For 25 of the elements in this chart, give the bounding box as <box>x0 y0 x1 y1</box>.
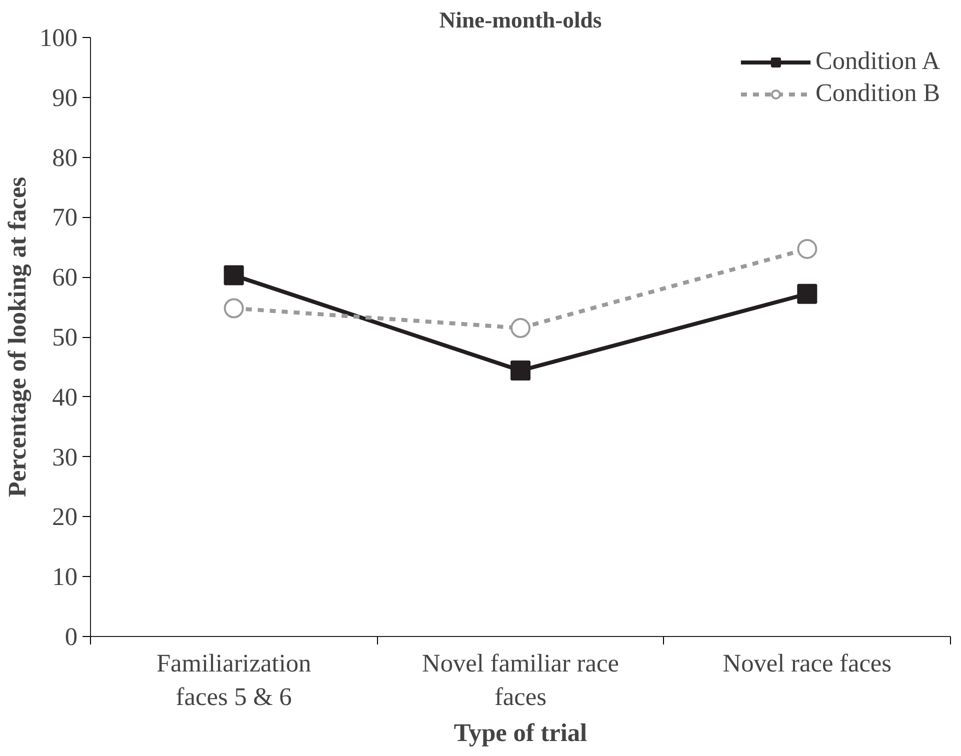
point <box>510 318 530 338</box>
y-tick-label: 20 <box>52 503 78 532</box>
point <box>510 360 530 381</box>
y-tick-label: 40 <box>52 383 78 412</box>
y-tick-label: 100 <box>40 24 78 52</box>
point <box>224 265 244 286</box>
x-axis-title: Type of trial <box>454 719 588 748</box>
chart-title: Nine-month-olds <box>439 8 602 32</box>
point <box>797 238 818 259</box>
y-tick-label: 0 <box>64 623 78 651</box>
y-tick-label: 60 <box>52 264 78 292</box>
y-axis-title: Percentage of looking at faces <box>4 176 32 498</box>
legend-label: Condition B <box>815 79 940 108</box>
y-tick-label: 70 <box>52 204 78 232</box>
legend-label: Condition A <box>815 47 940 76</box>
y-tick-label: 50 <box>52 324 78 352</box>
x-tick-label: Familiarization faces 5 & 6 <box>156 650 312 712</box>
y-tick-label: 80 <box>52 144 78 172</box>
y-tick-label: 30 <box>52 443 78 472</box>
x-tick-label: Novel familiar race faces <box>422 650 619 712</box>
y-tick-label: 10 <box>52 563 78 592</box>
point <box>224 298 244 318</box>
point <box>797 284 818 304</box>
x-tick-label: Novel race faces <box>722 650 892 678</box>
y-tick-label: 90 <box>52 84 78 112</box>
